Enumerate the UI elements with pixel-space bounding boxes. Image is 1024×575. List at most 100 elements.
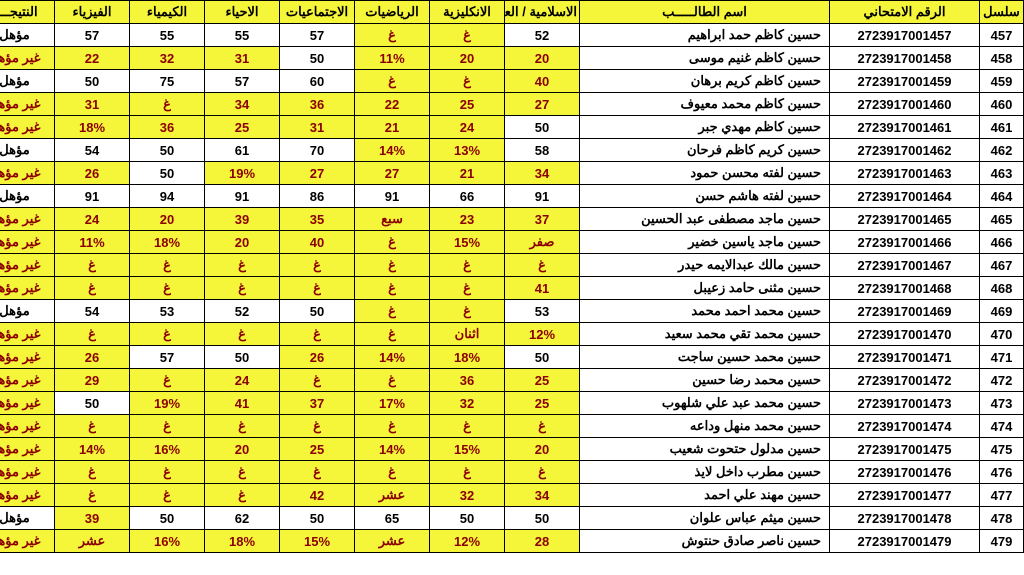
cell: 35 (280, 208, 355, 231)
cell: 24 (55, 208, 130, 231)
table-row: 4682723917001468حسين مثنى حامد زعيبل41غغ… (0, 277, 1024, 300)
cell: غ (130, 254, 205, 277)
cell: 66 (430, 185, 505, 208)
cell: 50 (430, 507, 505, 530)
cell: 91 (205, 185, 280, 208)
name: حسين محمد احمد محمد (580, 300, 830, 323)
cell: 18% (430, 346, 505, 369)
cell: غ (355, 461, 430, 484)
seq: 468 (980, 277, 1024, 300)
table-row: 4752723917001475حسين مدلول حتحوت شعيب201… (0, 438, 1024, 461)
cell: غ (130, 323, 205, 346)
cell: 20 (505, 438, 580, 461)
cell: 54 (55, 139, 130, 162)
cell: 41 (505, 277, 580, 300)
cell: 21 (355, 116, 430, 139)
cell: 24 (430, 116, 505, 139)
name: حسين مثنى حامد زعيبل (580, 277, 830, 300)
cell: غ (355, 70, 430, 93)
cell: عشر (355, 484, 430, 507)
cell: 53 (505, 300, 580, 323)
exam: 2723917001467 (830, 254, 980, 277)
cell: غير مؤهل (0, 231, 55, 254)
cell: غ (505, 461, 580, 484)
cell: 25 (280, 438, 355, 461)
seq: 464 (980, 185, 1024, 208)
table-row: 4592723917001459حسين كاظم كريم برهان40غغ… (0, 70, 1024, 93)
table-row: 4732723917001473حسين محمد عبد علي شلهوب2… (0, 392, 1024, 415)
cell: 32 (430, 392, 505, 415)
cell: غ (355, 24, 430, 47)
cell: 50 (55, 392, 130, 415)
exam: 2723917001463 (830, 162, 980, 185)
cell: 34 (505, 484, 580, 507)
table-row: 4772723917001477حسين مهند علي احمد3432عش… (0, 484, 1024, 507)
exam: 2723917001478 (830, 507, 980, 530)
cell: غ (355, 231, 430, 254)
name: حسين مدلول حتحوت شعيب (580, 438, 830, 461)
cell: 21 (430, 162, 505, 185)
cell: 34 (205, 93, 280, 116)
cell: 14% (355, 346, 430, 369)
cell: 27 (355, 162, 430, 185)
cell: غ (430, 70, 505, 93)
exam: 2723917001460 (830, 93, 980, 116)
cell: غ (355, 369, 430, 392)
cell: 50 (205, 346, 280, 369)
cell: 25 (505, 369, 580, 392)
cell: 26 (55, 346, 130, 369)
cell: غ (55, 254, 130, 277)
cell: مؤهل (0, 139, 55, 162)
cell: 75 (130, 70, 205, 93)
exam: 2723917001458 (830, 47, 980, 70)
table-row: 4582723917001458حسين كاظم غنيم موسى20201… (0, 47, 1024, 70)
cell: 41 (205, 392, 280, 415)
cell: غ (430, 24, 505, 47)
cell: غ (130, 93, 205, 116)
table-row: 4692723917001469حسين محمد احمد محمد53غغ5… (0, 300, 1024, 323)
cell: غ (55, 484, 130, 507)
cell: 36 (430, 369, 505, 392)
cell: 27 (280, 162, 355, 185)
cell: 17% (355, 392, 430, 415)
cell: 50 (130, 139, 205, 162)
cell: غ (355, 277, 430, 300)
table-row: 4642723917001464حسين لفته هاشم حسن916691… (0, 185, 1024, 208)
seq: 472 (980, 369, 1024, 392)
exam: 2723917001459 (830, 70, 980, 93)
cell: غير مؤهل (0, 530, 55, 553)
cell: 11% (355, 47, 430, 70)
cell: 36 (130, 116, 205, 139)
cell: مؤهل (0, 185, 55, 208)
exam: 2723917001470 (830, 323, 980, 346)
cell: مؤهل (0, 70, 55, 93)
cell: مؤهل (0, 300, 55, 323)
cell: مؤهل (0, 507, 55, 530)
cell: غ (205, 254, 280, 277)
cell: 22 (355, 93, 430, 116)
cell: غ (130, 415, 205, 438)
header-chem: الكيمياء (130, 1, 205, 24)
exam: 2723917001479 (830, 530, 980, 553)
table-body: 4572723917001457حسين كاظم حمد ابراهيم52غ… (0, 24, 1024, 553)
seq: 461 (980, 116, 1024, 139)
cell: 19% (205, 162, 280, 185)
cell: 16% (130, 530, 205, 553)
cell: غ (55, 461, 130, 484)
header-phys: الفيزياء (55, 1, 130, 24)
cell: غ (130, 277, 205, 300)
cell: 20 (205, 231, 280, 254)
cell: غ (430, 277, 505, 300)
table-row: 4702723917001470حسين محمد تقي محمد سعيد1… (0, 323, 1024, 346)
name: حسين لفته هاشم حسن (580, 185, 830, 208)
cell: 50 (55, 70, 130, 93)
cell: 50 (505, 346, 580, 369)
cell: 20 (430, 47, 505, 70)
cell: غير مؤهل (0, 461, 55, 484)
cell: غير مؤهل (0, 93, 55, 116)
cell: 65 (355, 507, 430, 530)
header-exam: الرقم الامتحاني (830, 1, 980, 24)
cell: 57 (280, 24, 355, 47)
name: حسين ناصر صادق حنتوش (580, 530, 830, 553)
exam: 2723917001457 (830, 24, 980, 47)
